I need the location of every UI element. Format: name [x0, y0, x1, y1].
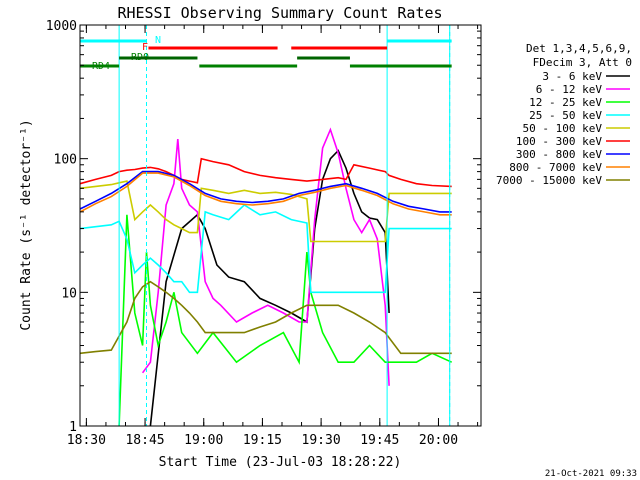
x-tick-label-1: 18:45	[125, 433, 164, 448]
series-line-6-12-kev	[141, 127, 390, 386]
y-tick-label-0: 1	[69, 420, 77, 435]
x-tick-label-5: 19:45	[360, 433, 399, 448]
x-tick-label-0: 18:30	[67, 433, 106, 448]
legend: Det 1,3,4,5,6,9, FDecim 3, Att 0 3 - 6 k…	[496, 42, 632, 187]
legend-label-100-300-kev: 100 - 300 keV	[516, 135, 602, 148]
chart-title: RHESSI Observing Summary Count Rates	[117, 4, 442, 22]
state-label-n: N	[155, 35, 161, 46]
annotation-layer: NFRD0RD4	[79, 25, 452, 426]
y-tick-label-1: 10	[61, 286, 77, 301]
legend-label-25-50-kev: 25 - 50 keV	[529, 109, 602, 122]
x-tick-label-2: 19:00	[184, 433, 223, 448]
series-line-50-100-kev	[79, 180, 452, 243]
y-axis-label: Count Rate (s⁻¹ detector⁻¹)	[19, 119, 34, 330]
series-line-12-25-kev	[118, 214, 453, 427]
legend-label-800-7000-kev: 800 - 7000 keV	[509, 161, 602, 174]
legend-header-line-1: Det 1,3,4,5,6,9,	[526, 42, 632, 55]
series-line-100-300-kev	[79, 157, 452, 188]
legend-label-300-800-kev: 300 - 800 keV	[516, 148, 602, 161]
x-tick-label-3: 19:15	[243, 433, 282, 448]
legend-label-6-12-kev: 6 - 12 keV	[536, 83, 603, 96]
x-tick-label-4: 19:30	[302, 433, 341, 448]
y-tick-label-3: 1000	[46, 19, 77, 34]
legend-label-50-100-kev: 50 - 100 keV	[523, 122, 603, 135]
legend-label-12-25-kev: 12 - 25 keV	[529, 96, 602, 109]
state-label-f: F	[142, 42, 148, 53]
y-tick-label-2: 100	[54, 153, 77, 168]
plot-frame	[79, 24, 482, 427]
legend-label-7000-15000-kev: 7000 - 15000 keV	[496, 174, 602, 187]
legend-label-3-6-kev: 3 - 6 keV	[542, 70, 602, 83]
series-line-300-800-kev	[79, 170, 452, 213]
state-label-rd4: RD4	[92, 61, 110, 72]
x-tick-label-6: 20:00	[419, 433, 458, 448]
series-layer	[79, 127, 453, 427]
generation-timestamp: 21-Oct-2021 09:33	[545, 469, 637, 479]
legend-header-line-2: FDecim 3, Att 0	[533, 56, 632, 69]
x-axis-label: Start Time (23-Jul-03 18:28:22)	[159, 455, 402, 470]
series-line-25-50-kev	[79, 203, 452, 294]
axis-layer: 18:30 18:45 19:00 19:15 19:30 19:45 20:00 1 10 10…	[46, 19, 481, 448]
series-line-7000-15000-kev	[79, 280, 452, 355]
series-line-800-7000-kev	[79, 172, 452, 216]
